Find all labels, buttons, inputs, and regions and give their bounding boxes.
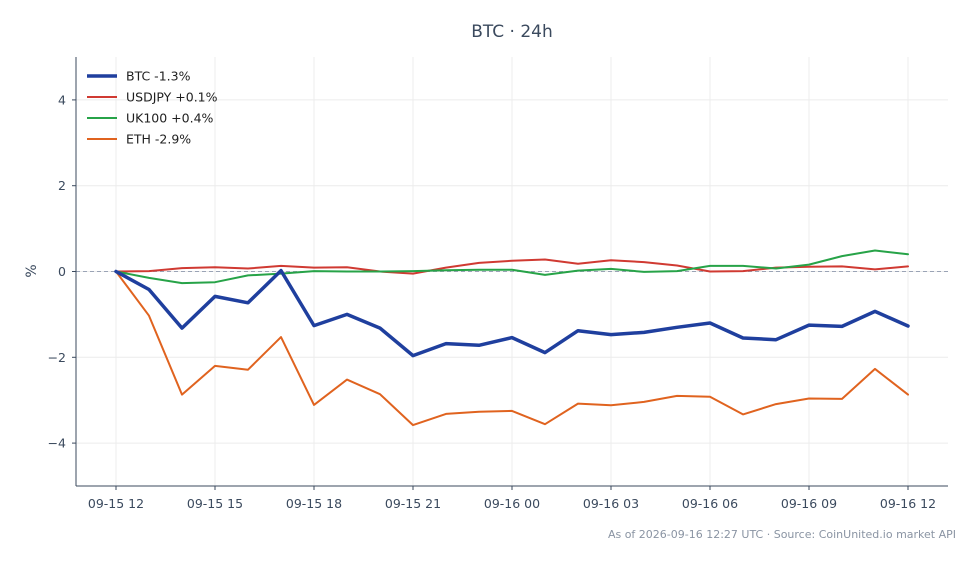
x-tick-label-4: 09-16 00	[484, 496, 540, 511]
y-tick-label-1: 2	[58, 178, 66, 193]
y-axis-label: %	[24, 264, 40, 277]
x-tick-label-6: 09-16 06	[682, 496, 738, 511]
y-tick-label-2: 0	[58, 264, 66, 279]
y-tick-label-3: −2	[48, 350, 66, 365]
x-tick-label-8: 09-16 12	[880, 496, 936, 511]
tick-labels: 4 2 0 −2 −4 09-15 12 09-15 15 09-15 18 09-15 21 0…	[48, 92, 937, 511]
series-line-0	[114, 268, 910, 358]
legend-label-2: UK100 +0.4%	[126, 111, 214, 126]
y-tick-label-4: −4	[48, 436, 66, 451]
series-line-2	[115, 249, 909, 285]
x-tick-label-3: 09-15 21	[385, 496, 441, 511]
legend-label-3: ETH -2.9%	[126, 132, 191, 147]
x-tick-label-7: 09-16 09	[781, 496, 837, 511]
x-tick-label-5: 09-16 03	[583, 496, 639, 511]
grid	[76, 57, 948, 486]
legend-label-1: USDJPY +0.1%	[126, 90, 218, 105]
x-tick-label-1: 09-15 15	[187, 496, 243, 511]
footer-source: As of 2026-09-16 12:27 UTC · Source: Coi…	[608, 528, 956, 541]
axes	[72, 57, 948, 490]
legend-label-0: BTC -1.3%	[126, 69, 191, 84]
legend: BTC -1.3% USDJPY +0.1% UK100 +0.4% ETH -2.9…	[87, 69, 218, 147]
x-tick-label-0: 09-15 12	[88, 496, 144, 511]
series-line-3	[115, 270, 909, 427]
y-tick-label-0: 4	[58, 92, 66, 107]
chart-title: BTC · 24h	[471, 22, 553, 42]
series-layer	[114, 249, 910, 427]
x-tick-label-2: 09-15 18	[286, 496, 342, 511]
